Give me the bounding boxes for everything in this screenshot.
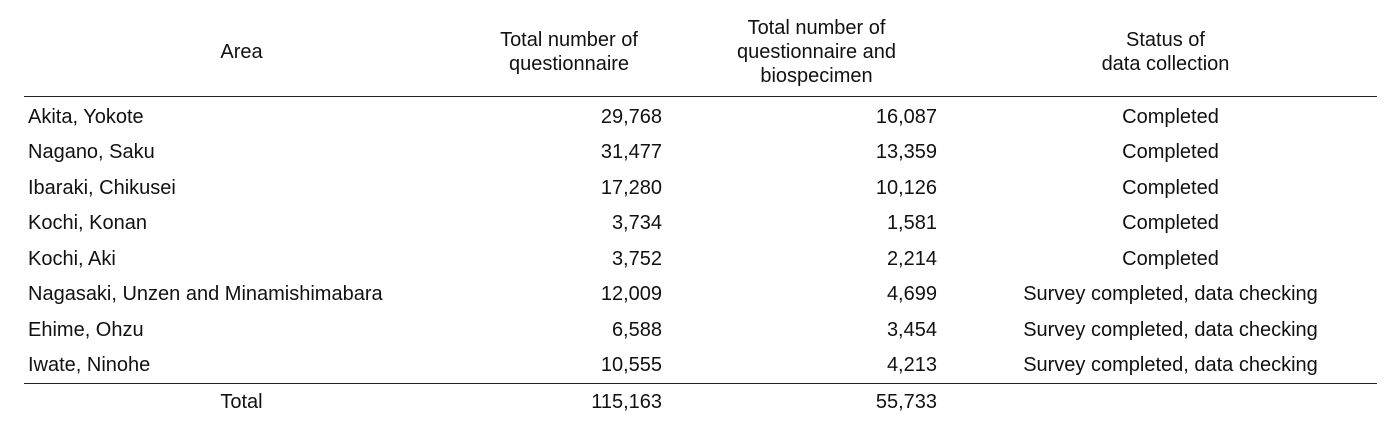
area-cell: Kochi, Konan <box>28 212 147 235</box>
header-status-line: Status of <box>1126 29 1205 51</box>
area-cell: Akita, Yokote <box>28 105 144 128</box>
questionnaire-biospecimen-cell: 10,126 <box>875 176 937 199</box>
questionnaire-biospecimen-cell: 3,454 <box>886 318 937 341</box>
table-row: Kochi, Konan 3,734 1,581 Completed <box>24 206 1377 242</box>
header-questionnaire-biospecimen-line: biospecimen <box>760 65 873 87</box>
header-area: Area <box>24 8 459 97</box>
questionnaire-biospecimen-cell: 1,581 <box>886 212 937 235</box>
total-questionnaire: 115,163 <box>459 383 679 420</box>
total-questionnaire-biospecimen: 55,733 <box>679 383 954 420</box>
table-row: Nagasaki, Unzen and Minamishimabara 12,0… <box>24 277 1377 313</box>
table-row: Ehime, Ohzu 6,588 3,454 Survey completed… <box>24 312 1377 348</box>
status-cell: Survey completed, data checking <box>1023 283 1318 306</box>
table-row: Kochi, Aki 3,752 2,214 Completed <box>24 241 1377 277</box>
questionnaire-cell: 17,280 <box>600 176 662 199</box>
table-row: Ibaraki, Chikusei 17,280 10,126 Complete… <box>24 170 1377 206</box>
questionnaire-biospecimen-cell: 4,213 <box>886 354 937 377</box>
area-cell: Ibaraki, Chikusei <box>28 176 176 199</box>
status-cell: Completed <box>1122 141 1219 164</box>
questionnaire-biospecimen-cell: 13,359 <box>875 141 937 164</box>
status-cell: Completed <box>1122 247 1219 270</box>
table-row: Akita, Yokote 29,768 16,087 Completed <box>24 97 1377 135</box>
questionnaire-cell: 12,009 <box>600 283 662 306</box>
status-cell: Completed <box>1122 176 1219 199</box>
status-cell: Survey completed, data checking <box>1023 318 1318 341</box>
area-cell: Kochi, Aki <box>28 247 116 270</box>
questionnaire-cell: 3,734 <box>611 212 662 235</box>
questionnaire-cell: 29,768 <box>600 105 662 128</box>
header-questionnaire: Total number of questionnaire <box>459 8 679 97</box>
status-cell: Completed <box>1122 105 1219 128</box>
area-cell: Iwate, Ninohe <box>28 354 151 377</box>
data-collection-table: Area Total number of questionnaire Total… <box>24 8 1377 420</box>
area-cell: Nagasaki, Unzen and Minamishimabara <box>28 283 383 306</box>
header-questionnaire-line: Total number of <box>500 29 638 51</box>
header-status-line: data collection <box>1101 53 1230 75</box>
questionnaire-cell: 31,477 <box>600 141 662 164</box>
questionnaire-biospecimen-cell: 2,214 <box>886 247 937 270</box>
table-footer: Total 115,163 55,733 <box>24 383 1377 420</box>
status-cell: Survey completed, data checking <box>1023 354 1318 377</box>
header-questionnaire-biospecimen-line: questionnaire and <box>736 41 896 63</box>
total-label: Total <box>24 383 459 420</box>
table-body: Akita, Yokote 29,768 16,087 Completed Na… <box>24 97 1377 384</box>
questionnaire-cell: 6,588 <box>611 318 662 341</box>
status-cell: Completed <box>1122 212 1219 235</box>
table-header: Area Total number of questionnaire Total… <box>24 8 1377 97</box>
questionnaire-cell: 3,752 <box>611 247 662 270</box>
questionnaire-cell: 10,555 <box>600 354 662 377</box>
header-questionnaire-biospecimen-line: Total number of <box>747 17 886 39</box>
questionnaire-biospecimen-cell: 16,087 <box>875 105 937 128</box>
total-row: Total 115,163 55,733 <box>24 383 1377 420</box>
header-questionnaire-biospecimen: Total number of questionnaire and biospe… <box>679 8 954 97</box>
questionnaire-biospecimen-cell: 4,699 <box>886 283 937 306</box>
area-cell: Nagano, Saku <box>28 141 155 164</box>
header-area-line: Area <box>220 41 263 63</box>
header-status: Status of data collection <box>954 8 1377 97</box>
header-row: Area Total number of questionnaire Total… <box>24 8 1377 97</box>
table-row: Iwate, Ninohe 10,555 4,213 Survey comple… <box>24 348 1377 384</box>
area-cell: Ehime, Ohzu <box>28 318 144 341</box>
header-questionnaire-line: questionnaire <box>508 53 630 75</box>
data-table-container: Area Total number of questionnaire Total… <box>24 8 1377 420</box>
table-row: Nagano, Saku 31,477 13,359 Completed <box>24 135 1377 171</box>
total-status <box>954 383 1377 420</box>
